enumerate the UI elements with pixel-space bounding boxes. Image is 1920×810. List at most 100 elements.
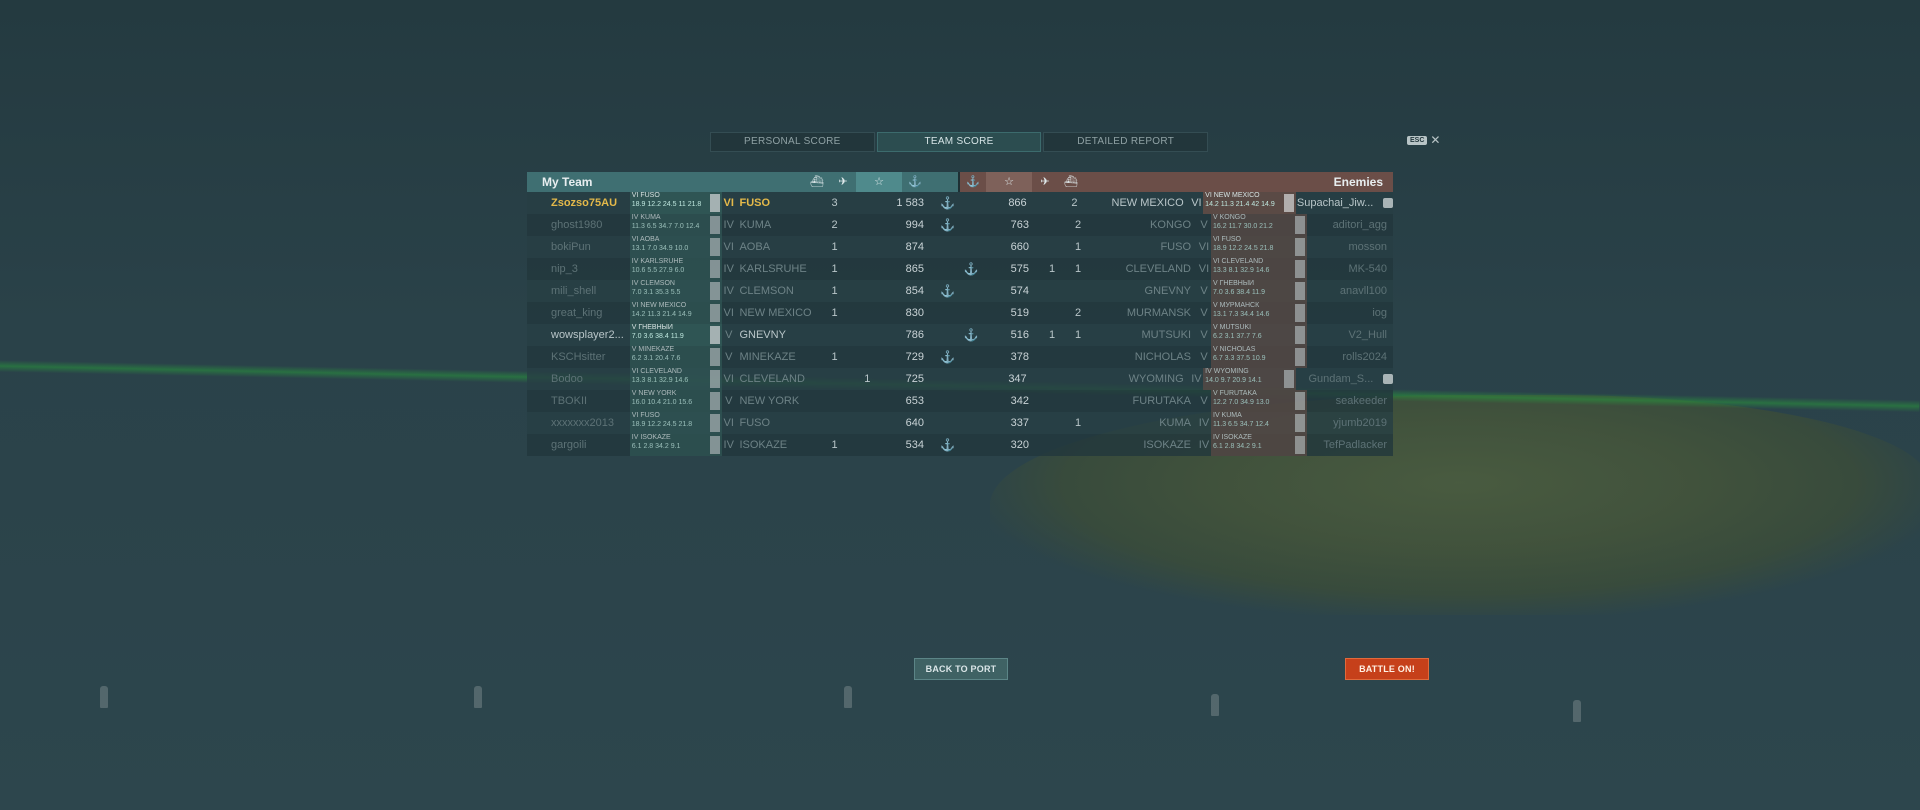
close-icon[interactable]: ✕ [1430, 133, 1441, 147]
base-xp-score: 763 [1010, 219, 1029, 231]
ship-card-name: V NEW YORK [631, 390, 677, 397]
plane-kills: 1 [1048, 329, 1056, 341]
tab-team-score[interactable]: TEAM SCORE [876, 132, 1042, 152]
player-name[interactable]: Zsozso75AU [551, 197, 618, 209]
player-name[interactable]: anavll100 [1339, 285, 1387, 297]
ship-kills: 1 [831, 439, 838, 451]
ship-tier: VI [723, 307, 734, 319]
enemy-entry: 347 WYOMING IV IV WYOMING 14.0 9.7 20.9 14.1… [959, 368, 1393, 390]
table-row[interactable]: wowsplayer2... V ГНЕВНЫЙ 7.0 3.6 38.4 11.9… [527, 324, 1393, 346]
ship-card-stats: 12.2 7.0 34.9 13.0 [1213, 399, 1270, 406]
ship-card-name: IV ISOKAZE [631, 434, 671, 441]
nation-flag-icon [1295, 304, 1305, 322]
base-xp-score: 519 [1010, 307, 1029, 319]
ship-kills: 2 [831, 219, 838, 231]
ship-tier: VI [1198, 263, 1210, 275]
ship-card-stats: 7.0 3.6 38.4 11.9 [631, 333, 684, 340]
anchor-icon: ⚓ [940, 438, 955, 452]
player-name[interactable]: ghost1980 [551, 219, 603, 231]
player-name[interactable]: Gundam_S... [1308, 373, 1374, 385]
table-row[interactable]: great_king VI NEW MEXICO 14.2 11.3 21.4 14… [527, 302, 1393, 324]
table-row[interactable]: xxxxxxx2013 VI FUSO 18.9 12.2 24.5 21.8 VI F… [527, 412, 1393, 434]
table-row[interactable]: mili_shell IV CLEMSON 7.0 3.1 35.3 5.5 IV CL… [527, 280, 1393, 302]
player-name[interactable]: Bodoo [551, 373, 583, 385]
ship-card-stats: 13.1 7.3 34.4 14.6 [1213, 311, 1270, 318]
ship-card-name: V MINEKAZE [631, 346, 675, 353]
table-row[interactable]: ghost1980 IV KUMA 11.3 6.5 34.7 7.0 12.4 IV… [527, 214, 1393, 236]
player-name[interactable]: Supachai_Jiw... [1296, 197, 1374, 209]
player-name[interactable]: TefPadlacker [1323, 439, 1387, 451]
ship-name: NEW MEXICO [739, 307, 812, 319]
player-name[interactable]: yjumb2019 [1333, 417, 1387, 429]
ship-name: NICHOLAS [1134, 351, 1191, 363]
base-xp-score: 516 [1010, 329, 1029, 341]
table-row[interactable]: KSCHsitter V MINEKAZE 6.2 3.1 20.4 7.6 V MIN… [527, 346, 1393, 368]
player-name[interactable]: bokiPun [551, 241, 591, 253]
ship-card-stats: 11.3 6.5 34.7 12.4 [1213, 421, 1269, 428]
nation-flag-icon [710, 414, 721, 432]
ship-tier: V [725, 329, 733, 341]
nation-flag-icon [1295, 392, 1305, 410]
ship-name: ISOKAZE [1143, 439, 1191, 451]
table-row[interactable]: TBOKII V NEW YORK 16.0 10.4 21.0 15.6 V NEW … [527, 390, 1393, 412]
anchor-icon: ⚓ [940, 196, 955, 210]
result-tabs: PERSONAL SCORE TEAM SCORE DETAILED REPOR… [710, 132, 1210, 152]
base-xp-score: 378 [1010, 351, 1029, 363]
ship-card-stats: 11.3 6.5 34.7 7.0 12.4 [631, 223, 700, 230]
player-name[interactable]: mosson [1348, 241, 1387, 253]
player-name[interactable]: KSCHsitter [551, 351, 606, 363]
player-name[interactable]: iog [1372, 307, 1387, 319]
player-name[interactable]: great_king [551, 307, 603, 319]
ship-card-name: IV CLEMSON [631, 280, 675, 287]
ship-card: VI FUSO 18.9 12.2 24.5 21.8 [629, 412, 723, 434]
ship-name: NEW YORK [739, 395, 800, 407]
anchor-icon: ⚓ [963, 262, 979, 276]
base-xp-score: 1 583 [896, 197, 924, 209]
ship-card: VI CLEVELAND 13.3 8.1 32.9 14.6 [1211, 258, 1307, 280]
enemy-entry: 866 2 NEW MEXICO VI VI NEW MEXICO 14.2 11.3 2… [959, 192, 1393, 214]
enemy-entry: 337 1 KUMA IV IV KUMA 11.3 6.5 34.7 12.4 yjumb… [959, 412, 1393, 434]
player-name[interactable]: MK-540 [1348, 263, 1387, 275]
ship-card: V NEW YORK 16.0 10.4 21.0 15.6 [629, 390, 723, 412]
tab-detailed-report[interactable]: DETAILED REPORT [1043, 132, 1209, 152]
ship-name: KUMA [739, 219, 772, 231]
ship-card-stats: 18.9 12.2 24.5 21.8 [1213, 245, 1274, 252]
battle-on-button[interactable]: BATTLE ON! [1345, 658, 1429, 680]
buoy [100, 686, 108, 708]
table-row[interactable]: Bodoo VI CLEVELAND 13.3 8.1 32.9 14.6 VI CLE… [527, 368, 1393, 390]
player-name[interactable]: mili_shell [551, 285, 597, 297]
table-row[interactable]: bokiPun VI AOBA 13.1 7.0 34.9 10.0 VI AOBA 1 8… [527, 236, 1393, 258]
player-name[interactable]: seakeeder [1335, 395, 1387, 407]
ship-card-stats: 10.6 5.5 27.9 6.0 [631, 267, 685, 274]
nation-flag-icon [1295, 260, 1305, 278]
ship-name: CLEVELAND [739, 373, 805, 385]
ship-card: IV KUMA 11.3 6.5 34.7 12.4 [1211, 412, 1307, 434]
tab-personal-score[interactable]: PERSONAL SCORE [710, 132, 875, 152]
ship-card: V KONGO 16.2 11.7 30.0 21.2 [1211, 214, 1307, 236]
table-row[interactable]: nip_3 IV KARLSRUHE 10.6 5.5 27.9 6.0 IV KARL… [527, 258, 1393, 280]
ship-card-stats: 6.2 3.1 20.4 7.6 [631, 355, 681, 362]
ship-card-name: VI FUSO [1213, 236, 1242, 243]
ship-name: FUSO [1160, 241, 1191, 253]
team-score-board: My Team ⛴ ✈ ☆ ⚓ ⚓ ☆ ✈ ⛴ Enemies Zsozso75… [527, 172, 1393, 456]
player-name[interactable]: xxxxxxx2013 [551, 417, 614, 429]
base-xp-score: 874 [905, 241, 924, 253]
base-xp-score: 347 [1008, 373, 1027, 385]
ship-card-name: V МУРМАНСК [1213, 302, 1260, 309]
close-control[interactable]: ESC ✕ [1407, 134, 1440, 146]
table-row[interactable]: Zsozso75AU VI FUSO 18.9 12.2 24.5 11 21.8 V… [527, 192, 1393, 214]
player-name[interactable]: V2_Hull [1348, 329, 1387, 341]
plane-kills: 1 [1048, 263, 1056, 275]
player-name[interactable]: TBOKII [551, 395, 588, 407]
player-name[interactable]: gargoili [551, 439, 587, 451]
table-row[interactable]: gargoili IV ISOKAZE 6.1 2.8 34.2 9.1 IV ISOK… [527, 434, 1393, 456]
ship-name: CLEVELAND [1125, 263, 1191, 275]
player-name[interactable]: nip_3 [551, 263, 578, 275]
nation-flag-icon [710, 260, 721, 278]
player-name[interactable]: aditori_agg [1332, 219, 1387, 231]
ship-card-stats: 18.9 12.2 24.5 21.8 [631, 421, 693, 428]
back-to-port-button[interactable]: BACK TO PORT [914, 658, 1008, 680]
ship-card-stats: 6.7 3.3 37.5 10.9 [1213, 355, 1266, 362]
player-name[interactable]: wowsplayer2... [551, 329, 624, 341]
player-name[interactable]: rolls2024 [1342, 351, 1387, 363]
